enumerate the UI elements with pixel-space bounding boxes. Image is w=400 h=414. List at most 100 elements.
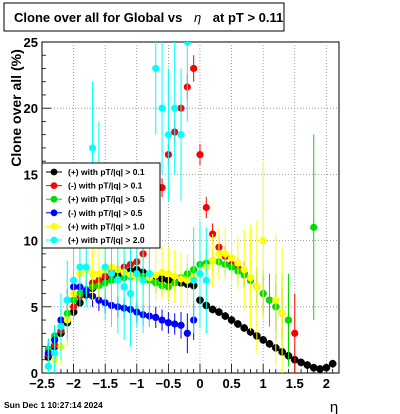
x-tick-label: 0.5 xyxy=(223,376,241,391)
legend-label: (+) with pT/|q| > 0.1 xyxy=(68,167,145,177)
data-point xyxy=(171,104,179,112)
y-axis-title: Clone over all (%) xyxy=(8,49,24,166)
data-point xyxy=(259,336,268,344)
data-point xyxy=(126,289,135,298)
legend-marker xyxy=(50,209,58,217)
data-point xyxy=(114,276,122,284)
data-point xyxy=(196,150,204,159)
x-tick-label: 2 xyxy=(323,376,330,391)
x-tick-label: −1.5 xyxy=(92,376,118,391)
chart-title-box xyxy=(3,2,285,32)
data-point xyxy=(259,237,267,245)
data-point xyxy=(177,321,185,329)
data-point xyxy=(316,365,324,373)
data-point xyxy=(291,329,299,337)
data-point xyxy=(227,254,236,262)
data-point xyxy=(69,276,78,284)
data-point xyxy=(51,349,59,357)
chart-title-symbol: η xyxy=(194,10,201,25)
data-point xyxy=(164,319,172,327)
x-tick-label: −0.5 xyxy=(156,376,182,391)
data-point xyxy=(63,296,71,304)
data-point xyxy=(177,131,185,139)
legend-entries: (+) with pT/|q| > 0.1 (-) with pT/|q| > 0… xyxy=(46,167,145,245)
data-point xyxy=(171,272,179,280)
x-tick-label: 0 xyxy=(196,376,203,391)
data-point xyxy=(183,329,191,337)
y-tick-label: 5 xyxy=(31,300,38,315)
x-tick-label: 1.5 xyxy=(286,376,304,391)
chart-title-suffix: at pT > 0.11 xyxy=(213,10,283,25)
data-point xyxy=(190,64,198,73)
data-point xyxy=(88,270,97,278)
legend-marker xyxy=(50,168,58,176)
data-point xyxy=(209,256,217,265)
y-tick-label: 25 xyxy=(24,35,38,50)
x-tick-label: −2 xyxy=(66,376,81,391)
data-point xyxy=(76,263,84,271)
legend-label: (+) with pT/|q| > 2.0 xyxy=(68,235,145,245)
y-axis-ticks: 0 5 10 15 20 25 xyxy=(24,35,51,381)
y-tick-label: 10 xyxy=(24,234,38,249)
y-tick-label: 0 xyxy=(31,366,38,381)
data-point xyxy=(227,316,236,324)
data-point xyxy=(202,276,210,284)
footer-date: Sun Dec 1 10:27:14 2024 xyxy=(4,400,103,410)
data-point xyxy=(202,203,210,212)
data-point xyxy=(272,296,280,304)
data-point xyxy=(158,268,166,276)
data-point xyxy=(164,131,172,139)
data-point xyxy=(145,270,154,278)
legend-marker xyxy=(50,223,58,230)
data-point xyxy=(278,309,286,318)
data-point xyxy=(177,275,185,283)
data-point xyxy=(209,230,217,238)
data-point xyxy=(265,340,274,348)
y-tick-label: 20 xyxy=(24,101,38,116)
data-point xyxy=(82,263,90,271)
data-point xyxy=(152,64,160,73)
legend-marker xyxy=(50,236,58,244)
data-point xyxy=(253,283,261,291)
data-point xyxy=(152,313,160,321)
data-point xyxy=(234,320,242,328)
data-point xyxy=(158,316,166,324)
data-point xyxy=(88,144,97,152)
data-point xyxy=(171,320,179,328)
data-point xyxy=(215,308,223,316)
legend-label: (-) with pT/|q| > 0.5 xyxy=(68,208,143,218)
data-point xyxy=(107,270,116,278)
data-point xyxy=(95,270,103,278)
x-tick-label: 1 xyxy=(260,376,267,391)
x-tick-label: −2.5 xyxy=(29,376,55,391)
data-point xyxy=(44,362,52,370)
data-point xyxy=(265,296,274,304)
data-point xyxy=(57,323,65,331)
data-point xyxy=(158,104,166,112)
data-point xyxy=(139,276,147,284)
y-tick-label: 15 xyxy=(24,167,38,182)
legend-label: (+) with pT/|q| > 0.5 xyxy=(68,194,145,204)
data-point xyxy=(284,316,293,324)
data-points xyxy=(44,42,337,373)
data-point xyxy=(164,270,172,278)
chart-title-text: Clone over all for Global vs η at pT > 0… xyxy=(14,10,283,25)
data-point xyxy=(196,270,204,278)
data-point xyxy=(234,259,242,267)
data-point xyxy=(183,42,191,46)
data-point xyxy=(221,250,229,258)
legend-box xyxy=(41,162,161,249)
data-point xyxy=(240,266,248,274)
data-point xyxy=(221,312,230,320)
data-point xyxy=(240,324,249,332)
legend-marker xyxy=(50,182,58,190)
data-point xyxy=(152,271,160,279)
x-axis-ticks: −2.5 −2 −1.5 −1 −0.5 0 0.5 1 1.5 2 xyxy=(29,364,340,391)
data-point xyxy=(101,263,109,271)
legend-marker xyxy=(50,195,58,203)
legend: (+) with pT/|q| > 0.1 (-) with pT/|q| > 0… xyxy=(41,162,161,249)
data-point xyxy=(322,363,331,372)
chart-title: Clone over all for Global vs η at pT > 0… xyxy=(3,2,285,32)
x-tick-label: −1 xyxy=(129,376,144,391)
